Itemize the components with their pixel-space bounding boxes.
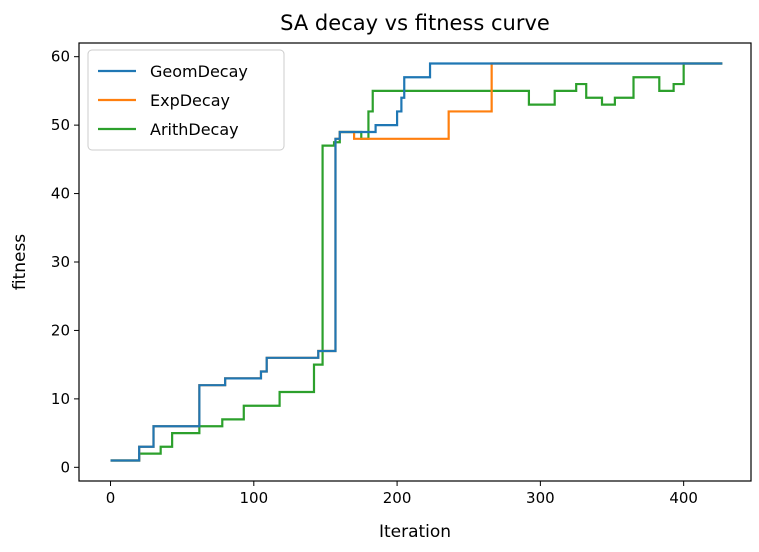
- x-tick-label: 200: [383, 489, 412, 507]
- y-tick-label: 0: [60, 458, 70, 476]
- y-tick-label: 50: [51, 116, 70, 134]
- legend-box: [87, 49, 285, 151]
- y-axis-ticks: 0 10 20 30 40 50 60: [51, 48, 79, 476]
- y-tick-label: 30: [51, 253, 70, 271]
- x-tick-label: 400: [669, 489, 698, 507]
- legend-label-expdecay: ExpDecay: [150, 91, 230, 110]
- legend-label-arithdecay: ArithDecay: [150, 120, 239, 139]
- series-line-geomdecay: [110, 62, 723, 462]
- x-tick-label: 100: [239, 489, 268, 507]
- legend: GeomDecay ExpDecay ArithDecay: [87, 49, 285, 151]
- x-axis-label: Iteration: [379, 522, 451, 542]
- y-tick-label: 20: [51, 321, 70, 339]
- legend-label-geomdecay: GeomDecay: [150, 62, 248, 81]
- y-tick-label: 10: [51, 390, 70, 408]
- chart-title: SA decay vs fitness curve: [280, 11, 550, 35]
- x-axis-ticks: 0 100 200 300 400: [106, 481, 698, 507]
- series-layer: [110, 62, 723, 462]
- y-tick-label: 40: [51, 185, 70, 203]
- x-tick-label: 300: [526, 489, 555, 507]
- x-tick-label: 0: [106, 489, 116, 507]
- y-tick-label: 60: [51, 48, 70, 66]
- y-axis-label: fitness: [10, 234, 30, 290]
